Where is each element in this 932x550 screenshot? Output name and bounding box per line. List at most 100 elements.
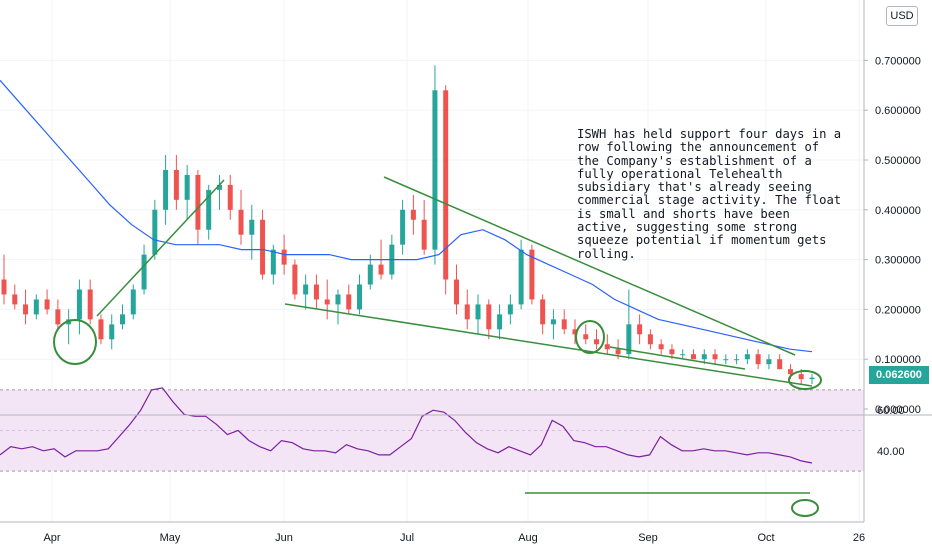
candle-body: [120, 314, 126, 325]
candle-body: [626, 324, 632, 355]
candle-body: [109, 324, 115, 340]
candle-body: [270, 249, 276, 275]
candle-body: [76, 289, 82, 320]
price-tick-label: 0.500000: [875, 155, 921, 167]
candle-body: [755, 354, 761, 365]
candle-body: [141, 254, 147, 290]
rsi-tick-label: 60.00: [877, 405, 905, 417]
candle-body: [421, 219, 427, 250]
x-tick-label: Jul: [400, 532, 414, 544]
price-tick-label: 0.300000: [875, 255, 921, 267]
candle-body: [55, 309, 61, 325]
candle-body: [777, 359, 783, 370]
candle-body: [303, 284, 309, 295]
candle-body: [184, 174, 190, 200]
candle-body: [701, 354, 707, 360]
candle-body: [475, 304, 481, 320]
x-tick-label: Oct: [757, 532, 774, 544]
candle-body: [410, 209, 416, 220]
candle-body: [658, 344, 664, 350]
price-tick-label: 0.400000: [875, 205, 921, 217]
rsi-line-group: [0, 387, 813, 464]
candle-body: [766, 359, 772, 365]
candle-body: [130, 289, 136, 315]
candle-body: [497, 314, 503, 330]
candle-body: [583, 334, 589, 340]
moving-average-line: [0, 79, 813, 353]
candle-body: [44, 299, 50, 310]
price-tick-label: 0.600000: [875, 105, 921, 117]
candles: [1, 65, 815, 385]
x-tick-label: 26: [853, 532, 865, 544]
trendlines: [53, 176, 822, 517]
candle-body: [357, 284, 363, 310]
candle-body: [647, 334, 653, 345]
candle-body: [292, 264, 298, 295]
candle-body: [195, 174, 201, 230]
x-tick-label: Aug: [518, 532, 538, 544]
trendline: [609, 346, 746, 370]
candle-body: [486, 304, 492, 330]
candle-body: [615, 349, 621, 355]
candle-body: [561, 319, 567, 330]
candle-body: [367, 264, 373, 285]
currency-badge[interactable]: USD: [886, 6, 918, 26]
candle-body: [33, 299, 39, 315]
candle-body: [1, 279, 7, 295]
highlight-circle: [791, 499, 819, 517]
candle-body: [346, 294, 352, 310]
rsi-panel: [0, 389, 864, 472]
candle-body: [378, 264, 384, 275]
candle-body: [206, 189, 212, 230]
candle-body: [163, 169, 169, 210]
highlight-circle: [788, 370, 822, 390]
candle-body: [400, 209, 406, 245]
price-tick-label: 0.200000: [875, 304, 921, 316]
candle-body: [216, 184, 222, 190]
candle-body: [529, 249, 535, 300]
candle-body: [98, 319, 104, 340]
candle-body: [173, 169, 179, 200]
candle-body: [152, 209, 158, 255]
moving-average: [0, 79, 813, 353]
price-tick-label: 0.100000: [875, 354, 921, 366]
candle-body: [23, 304, 29, 315]
candle-body: [324, 299, 330, 305]
candle-body: [443, 90, 449, 280]
trendline: [96, 179, 225, 317]
candle-body: [809, 377, 815, 380]
rsi-tick-label: 40.00: [877, 446, 905, 458]
candle-body: [540, 299, 546, 325]
x-tick-label: Apr: [43, 532, 60, 544]
candle-body: [572, 329, 578, 335]
price-tick-label: 0.000000: [875, 404, 921, 416]
candle-body: [507, 304, 513, 315]
rsi-line: [0, 387, 813, 464]
candle-body: [604, 344, 610, 350]
candle-body: [464, 304, 470, 320]
candle-body: [87, 289, 93, 320]
candle-body: [432, 90, 438, 250]
price-tick-label: 0.700000: [875, 55, 921, 67]
candle-body: [12, 294, 18, 305]
x-tick-label: Sep: [638, 532, 658, 544]
candle-body: [734, 359, 740, 361]
candle-body: [249, 219, 255, 235]
candle-body: [313, 284, 319, 300]
highlight-circle: [53, 319, 97, 365]
candle-body: [260, 219, 266, 275]
candle-body: [669, 349, 675, 355]
x-tick-label: May: [160, 532, 181, 544]
candle-body: [637, 324, 643, 335]
candle-body: [453, 279, 459, 305]
candle-body: [680, 354, 686, 356]
highlight-circle: [575, 320, 605, 354]
candle-body: [798, 374, 804, 380]
trendline: [383, 176, 796, 356]
candle-body: [723, 359, 729, 361]
trendline: [284, 303, 813, 387]
candle-body: [518, 249, 524, 305]
candle-body: [787, 369, 793, 375]
